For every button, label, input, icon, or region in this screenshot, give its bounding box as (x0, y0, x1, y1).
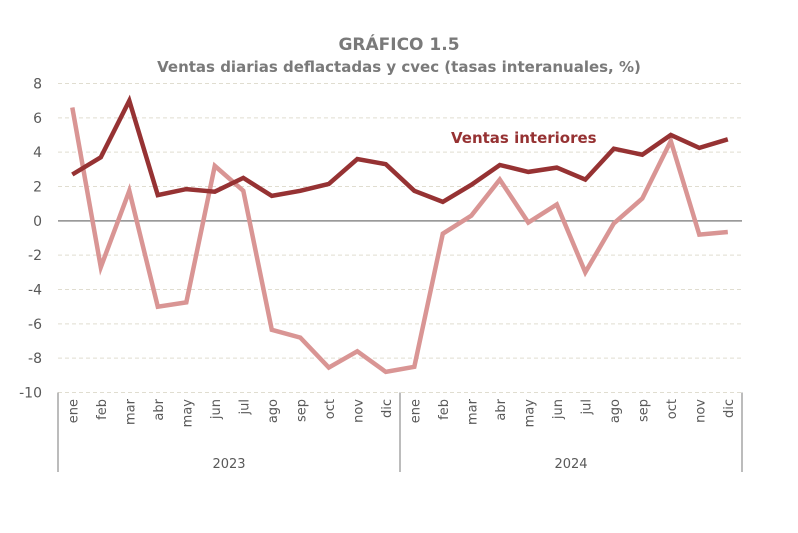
x-tick-label: abr (494, 398, 509, 420)
x-tick-label: dic (722, 399, 737, 418)
x-tick-label: jul (237, 399, 252, 415)
x-tick-label: may (522, 399, 537, 428)
chart-title: GRÁFICO 1.5 (338, 35, 460, 55)
y-tick-label: 4 (33, 145, 42, 161)
x-tick-label: mar (123, 398, 138, 425)
x-tick-label: feb (437, 399, 452, 420)
group-label: 2024 (554, 457, 587, 472)
x-tick-label: nov (693, 399, 708, 423)
x-tick-label: may (180, 399, 195, 428)
x-tick-label: ene (408, 399, 423, 423)
x-tick-label: sep (636, 399, 651, 422)
y-tick-label: -8 (28, 351, 42, 367)
y-tick-label: -4 (28, 283, 42, 299)
x-tick-label: oct (323, 399, 338, 419)
chart-subtitle: Ventas diarias deflactadas y cvec (tasas… (157, 58, 641, 76)
x-tick-label: sep (294, 399, 309, 422)
x-tick-label: ago (266, 399, 281, 423)
x-tick-label: ene (66, 399, 81, 423)
series-line-cvec (70, 107, 729, 375)
x-tick-label: nov (351, 399, 366, 423)
group-label: 2023 (212, 457, 245, 472)
x-tick-label: oct (665, 399, 680, 419)
x-tick-label: jun (209, 399, 224, 420)
y-tick-label: 8 (33, 77, 42, 93)
y-tick-label: 0 (33, 214, 42, 230)
x-tick-label: feb (95, 399, 110, 420)
series-line-ventas-interiores (71, 94, 729, 205)
y-tick-label: 2 (33, 180, 42, 196)
series-annotation: Ventas interiores (451, 129, 597, 147)
x-tick-label: jul (579, 399, 594, 415)
x-tick-label: ago (608, 399, 623, 423)
y-tick-label: 6 (33, 111, 42, 127)
x-tick-label: abr (152, 398, 167, 420)
x-tick-label: mar (465, 398, 480, 425)
y-tick-label: -2 (28, 248, 42, 264)
x-tick-label: jun (551, 399, 566, 420)
x-tick-label: dic (380, 399, 395, 418)
y-tick-label: -6 (28, 317, 42, 333)
y-tick-label: -10 (19, 386, 42, 402)
